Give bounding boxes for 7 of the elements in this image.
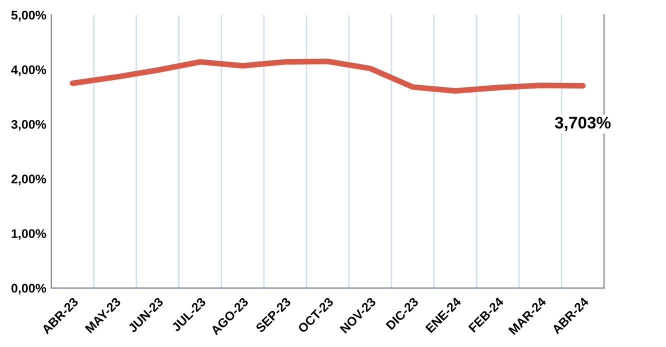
y-tick-label: 4,00%: [11, 65, 46, 76]
y-tick-label: 3,00%: [11, 120, 46, 131]
y-tick-label: 0,00%: [11, 284, 46, 294]
annotation: 3,703%: [554, 116, 611, 131]
y-tick-label: 5,00%: [11, 10, 46, 22]
y-tick-label: 1,00%: [12, 229, 46, 240]
y-tick-label: 2,00%: [11, 174, 46, 186]
